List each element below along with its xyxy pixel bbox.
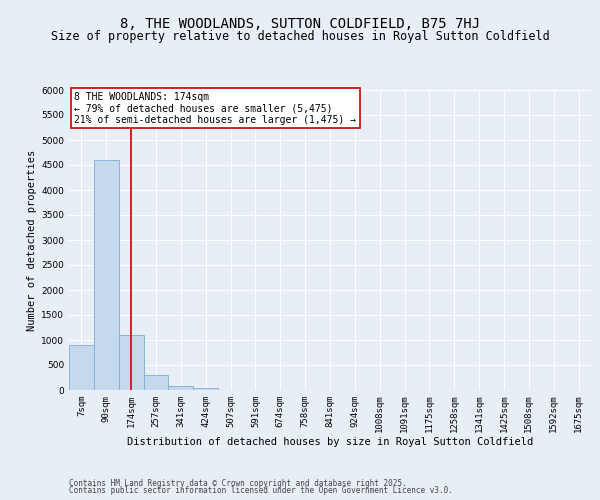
Bar [143,375,169,390]
Text: Size of property relative to detached houses in Royal Sutton Coldfield: Size of property relative to detached ho… [50,30,550,43]
Text: 8, THE WOODLANDS, SUTTON COLDFIELD, B75 7HJ: 8, THE WOODLANDS, SUTTON COLDFIELD, B75 … [120,18,480,32]
Text: Contains HM Land Registry data © Crown copyright and database right 2025.: Contains HM Land Registry data © Crown c… [69,478,407,488]
Bar [69,345,94,390]
Bar [94,160,119,390]
Text: 8 THE WOODLANDS: 174sqm
← 79% of detached houses are smaller (5,475)
21% of semi: 8 THE WOODLANDS: 174sqm ← 79% of detache… [74,92,356,124]
X-axis label: Distribution of detached houses by size in Royal Sutton Coldfield: Distribution of detached houses by size … [127,436,533,446]
Text: Contains public sector information licensed under the Open Government Licence v3: Contains public sector information licen… [69,486,453,495]
Y-axis label: Number of detached properties: Number of detached properties [27,150,37,330]
Bar [119,335,143,390]
Bar [169,386,193,390]
Bar [193,388,218,390]
